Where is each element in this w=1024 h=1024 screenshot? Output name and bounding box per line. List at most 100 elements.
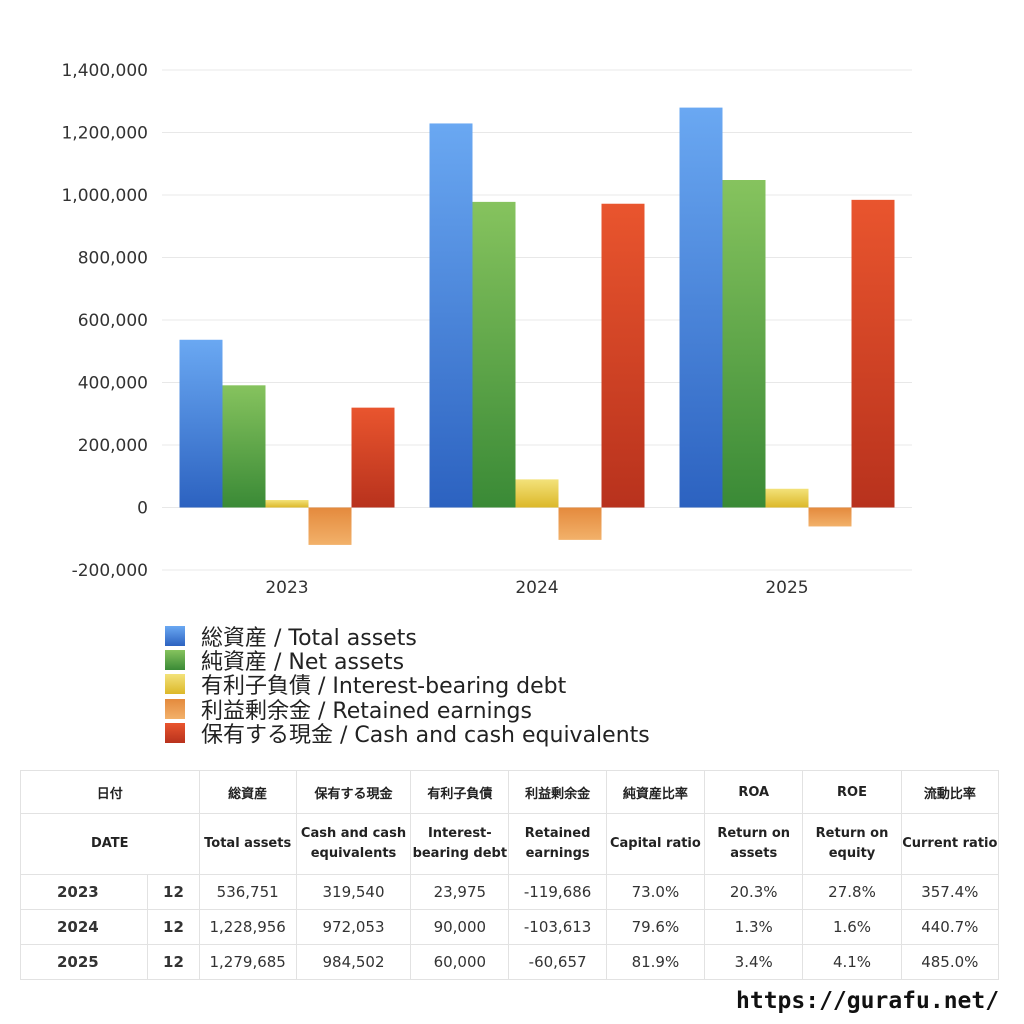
chart-legend: 総資産 / Total assets 純資産 / Net assets 有利子負… [165,624,650,748]
header-total-assets-jp: 総資産 [198,770,297,814]
bar-2-3 [808,507,852,527]
chart-grid [162,69,912,571]
cell-roa: 3.4% [704,944,804,980]
financial-table: 日付 総資産 保有する現金 有利子負債 利益剰余金 純資産比率 ROA ROE … [19,770,1000,980]
header-cash-jp: 保有する現金 [295,770,412,814]
cell-roa: 1.3% [704,909,804,945]
legend-label: 保有する現金 / Cash and cash equivalents [201,722,650,748]
x-axis: 2023 2024 2025 [265,578,808,598]
bar-2-4 [851,199,895,508]
legend-item-retained-earnings: 利益剰余金 / Retained earnings [165,697,650,724]
y-tick-label: 0 [137,499,148,519]
bar-1-1 [472,201,516,508]
legend-swatch [165,674,185,695]
cell-capital-ratio: 79.6% [605,909,706,945]
cell-debt: 90,000 [410,909,510,945]
bar-1-0 [429,123,473,508]
header-roa-en: Return on assets [704,813,804,875]
cell-year: 2024 [19,909,149,945]
legend-item-interest-bearing-debt: 有利子負債 / Interest-bearing debt [165,672,650,699]
cell-roe: 4.1% [802,944,902,980]
legend-swatch [165,698,185,719]
legend-item-cash: 保有する現金 / Cash and cash equivalents [165,721,650,748]
header-capital-ratio-en: Capital ratio [605,813,706,875]
header-capital-ratio-jp: 純資産比率 [605,770,706,814]
bar-0-4 [351,407,395,508]
cell-current-ratio: 357.4% [900,874,1000,910]
cell-debt: 23,975 [410,874,510,910]
y-tick-label: 400,000 [78,374,148,394]
cell-year: 2025 [19,944,149,980]
site-url: https://gurafu.net/ [736,988,1000,1014]
y-tick-label: -200,000 [72,561,148,581]
x-tick-label: 2025 [765,578,808,598]
chart-bars [179,107,895,545]
header-retained-jp: 利益剰余金 [508,770,607,814]
cell-current-ratio: 485.0% [900,944,1000,980]
bar-1-4 [601,203,645,508]
bar-2-1 [722,180,766,508]
table-header-jp: 日付 総資産 保有する現金 有利子負債 利益剰余金 純資産比率 ROA ROE … [20,770,1000,814]
cell-month: 12 [147,944,200,980]
y-tick-label: 600,000 [78,311,148,331]
bar-chart: 1,400,000 1,200,000 1,000,000 800,000 600,00… [61,61,912,598]
y-tick-label: 800,000 [78,249,148,269]
cell-cash: 319,540 [295,874,412,910]
bar-0-2 [265,500,309,508]
header-cash-en: Cash and cash equivalents [295,813,412,875]
legend-swatch [165,650,185,671]
cell-total-assets: 1,228,956 [198,909,297,945]
legend-label: 純資産 / Net assets [201,650,405,676]
header-debt-en: Interest-bearing debt [410,813,510,875]
header-date-en: DATE [20,813,200,875]
header-current-ratio-en: Current ratio [900,813,1000,875]
y-tick-label: 200,000 [78,436,148,456]
cell-roa: 20.3% [704,874,804,910]
x-tick-label: 2023 [265,578,308,598]
legend-label: 総資産 / Total assets [201,626,417,652]
legend-item-total-assets: 総資産 / Total assets [165,624,650,651]
bar-0-3 [308,507,352,545]
header-roe-en: Return on equity [802,813,902,875]
cell-month: 12 [147,874,200,910]
bar-0-1 [222,385,266,508]
table-row: 2025 12 1,279,685 984,502 60,000 -60,657… [19,944,1000,980]
cell-month: 12 [147,909,200,945]
legend-item-net-assets: 純資産 / Net assets [165,648,650,675]
legend-label: 有利子負債 / Interest-bearing debt [201,674,567,700]
y-tick-label: 1,400,000 [61,61,148,81]
bar-2-2 [765,488,809,508]
cell-total-assets: 536,751 [198,874,297,910]
header-current-ratio-jp: 流動比率 [900,770,1000,814]
legend-swatch [165,626,185,647]
cell-current-ratio: 440.7% [900,909,1000,945]
cell-roe: 1.6% [802,909,902,945]
bar-1-2 [515,479,559,508]
table-header-en: DATE Total assets Cash and cash equivale… [20,813,1000,875]
cell-capital-ratio: 81.9% [605,944,706,980]
cell-capital-ratio: 73.0% [605,874,706,910]
cell-debt: 60,000 [410,944,510,980]
cell-retained: -60,657 [508,944,607,980]
header-roa: ROA [704,770,804,814]
legend-swatch [165,722,185,743]
header-total-assets-en: Total assets [198,813,297,875]
bar-1-3 [558,507,602,540]
cell-year: 2023 [19,874,149,910]
y-tick-label: 1,200,000 [61,124,148,144]
cell-cash: 984,502 [295,944,412,980]
cell-total-assets: 1,279,685 [198,944,297,980]
legend-label: 利益剰余金 / Retained earnings [201,698,532,724]
table-row: 2023 12 536,751 319,540 23,975 -119,686 … [19,874,1000,910]
y-axis: 1,400,000 1,200,000 1,000,000 800,000 600,00… [61,61,148,581]
table-row: 2024 12 1,228,956 972,053 90,000 -103,61… [19,909,1000,945]
header-roe: ROE [802,770,902,814]
cell-retained: -103,613 [508,909,607,945]
cell-retained: -119,686 [508,874,607,910]
bar-2-0 [679,107,723,508]
y-tick-label: 1,000,000 [61,186,148,206]
cell-roe: 27.8% [802,874,902,910]
header-debt-jp: 有利子負債 [410,770,510,814]
header-retained-en: Retained earnings [508,813,607,875]
x-tick-label: 2024 [515,578,558,598]
